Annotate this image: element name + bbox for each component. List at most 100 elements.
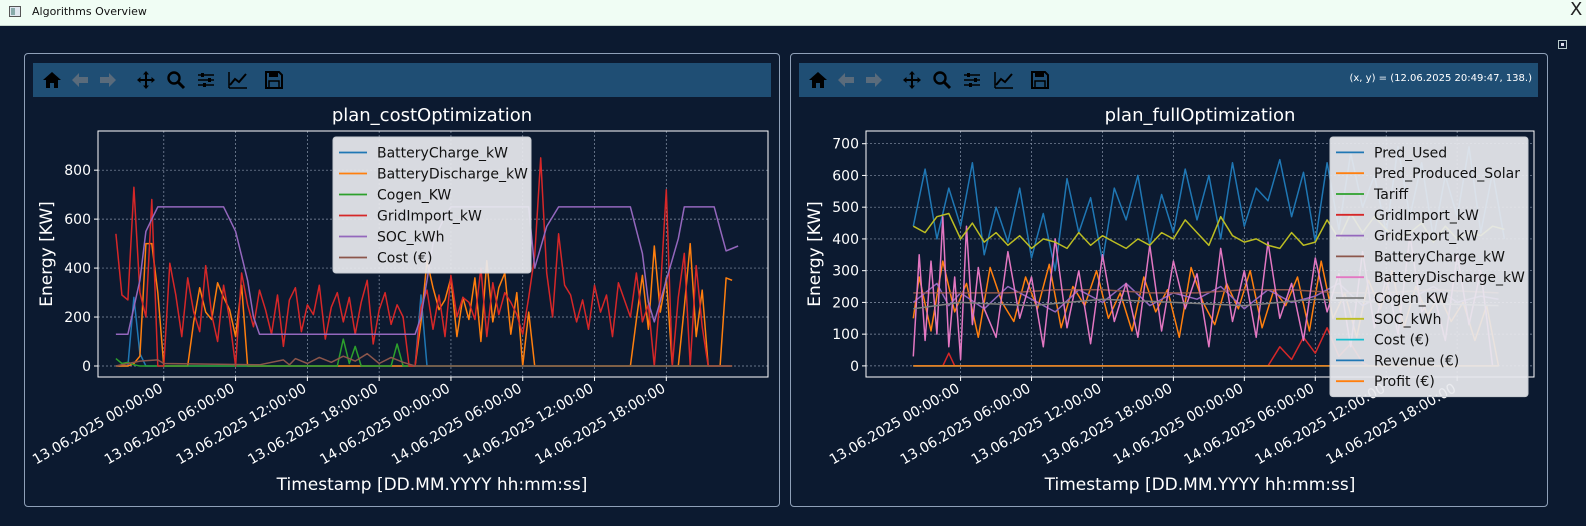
home-button[interactable] [807, 69, 829, 91]
pan-button[interactable] [901, 69, 923, 91]
edit-curves-button[interactable] [227, 69, 249, 91]
y-tick-label: 0 [82, 359, 91, 375]
pan-button[interactable] [135, 69, 157, 91]
subplots-config-button[interactable] [195, 69, 217, 91]
chart-title: plan_fullOptimization [1105, 105, 1296, 126]
x-tick-label: 13.06.2025 06:00:00 [898, 381, 1034, 469]
legend-label-gridexport-kw: GridExport_kW [1374, 229, 1478, 245]
legend-label-gridimport-kw: GridImport_kW [377, 209, 482, 225]
chart-title: plan_costOptimization [332, 105, 532, 126]
forward-arrow-icon [98, 70, 118, 90]
legend-label-pred-produced-solar: Pred_Produced_Solar [1374, 166, 1520, 182]
y-tick-label: 700 [832, 137, 859, 153]
y-tick-label: 500 [832, 200, 859, 216]
legend: Pred_Used Pred_Produced_Solar Tariff GridIm… [1329, 136, 1529, 398]
y-tick-label: 300 [832, 264, 859, 280]
y-tick-label: 400 [832, 232, 859, 248]
series-lines [115, 157, 739, 367]
home-button[interactable] [41, 69, 63, 91]
back-arrow-button[interactable] [69, 69, 91, 91]
save-button[interactable] [1029, 69, 1051, 91]
x-tick-label: 13.06.2025 06:00:00 [102, 381, 238, 469]
x-axis-label: Timestamp [DD.MM.YYYY hh:mm:ss] [1044, 475, 1356, 495]
legend-label-cost: Cost (€) [1374, 333, 1429, 349]
legend-label-tariff: Tariff [1373, 187, 1408, 203]
subplots-config-icon [196, 70, 216, 90]
close-button[interactable]: X [1570, 0, 1583, 20]
zoom-icon [932, 70, 952, 90]
x-tick-label: 13.06.2025 12:00:00 [969, 381, 1105, 469]
window-title: Algorithms Overview [32, 5, 147, 18]
zoom-icon [166, 70, 186, 90]
y-tick-label: 800 [64, 163, 91, 179]
y-tick-label: 400 [64, 261, 91, 277]
save-icon [1030, 70, 1050, 90]
scroll-handle[interactable] [1558, 40, 1567, 49]
forward-arrow-button[interactable] [863, 69, 885, 91]
legend-box [332, 136, 532, 274]
x-tick-label: 13.06.2025 00:00:00 [30, 381, 166, 469]
x-tick-label: 14.06.2025 12:00:00 [461, 381, 597, 469]
window-titlebar: Algorithms Overview X [0, 0, 1586, 26]
legend-label-revenue: Revenue (€) [1374, 353, 1459, 369]
y-tick-label: 100 [832, 327, 859, 343]
edit-curves-button[interactable] [993, 69, 1015, 91]
chart-full-optimization: 0 100 200 300 400 500 600 700 13.06.2025 00:00:0… [805, 105, 1535, 495]
back-arrow-icon [70, 70, 90, 90]
axes-frame [865, 130, 1535, 378]
subplots-config-button[interactable] [961, 69, 983, 91]
legend: BatteryCharge_kW BatteryDischarge_kW Cogen… [332, 136, 532, 274]
back-arrow-button[interactable] [835, 69, 857, 91]
y-tick-label: 600 [64, 212, 91, 228]
legend-label-pred-used: Pred_Used [1374, 145, 1447, 161]
plot-toolbar-right: (x, y) = (12.06.2025 20:49:47, 138.) [799, 63, 1538, 97]
x-axis-label: Timestamp [DD.MM.YYYY hh:mm:ss] [276, 475, 588, 495]
axes-frame [97, 130, 769, 378]
x-tick-label: 14.06.2025 18:00:00 [533, 381, 669, 469]
series-line-cogen-kw [115, 338, 733, 367]
legend-label-batterydischarge-kw: BatteryDischarge_kW [377, 167, 528, 183]
zoom-button[interactable] [931, 69, 953, 91]
x-tick-label: 13.06.2025 18:00:00 [1040, 381, 1176, 469]
chart-panel-full-optimization [790, 53, 1548, 507]
x-tick-label: 13.06.2025 12:00:00 [174, 381, 310, 469]
legend-label-cost: Cost (€) [377, 251, 432, 267]
x-tick-label: 14.06.2025 00:00:00 [317, 381, 453, 469]
plot-toolbar-left [33, 63, 771, 97]
x-tick-label: 14.06.2025 06:00:00 [1182, 381, 1318, 469]
edit-curves-icon [994, 70, 1014, 90]
save-icon [264, 70, 284, 90]
app-icon [9, 6, 21, 17]
legend-label-profit: Profit (€) [1374, 374, 1435, 390]
chart-panel-cost-optimization [24, 53, 780, 507]
legend-label-batterycharge-kw: BatteryCharge_kW [1374, 249, 1505, 265]
zoom-button[interactable] [165, 69, 187, 91]
home-icon [42, 70, 62, 90]
legend-label-soc-kwh: SOC_kWh [1374, 312, 1442, 328]
legend-label-soc-kwh: SOC_kWh [377, 230, 445, 246]
y-axis-label: Energy [KW] [37, 201, 57, 307]
back-arrow-icon [836, 70, 856, 90]
save-button[interactable] [263, 69, 285, 91]
pan-icon [902, 70, 922, 90]
y-tick-label: 0 [850, 359, 859, 375]
x-tick-label: 14.06.2025 00:00:00 [1111, 381, 1247, 469]
legend-label-cogen-kw: Cogen_KW [1374, 291, 1448, 307]
forward-arrow-button[interactable] [97, 69, 119, 91]
legend-label-batterydischarge-kw: BatteryDischarge_kW [1374, 270, 1525, 286]
subplots-config-icon [962, 70, 982, 90]
pan-icon [136, 70, 156, 90]
legend-label-batterycharge-kw: BatteryCharge_kW [377, 146, 508, 162]
x-tick-label: 13.06.2025 00:00:00 [827, 381, 963, 469]
legend-box [1329, 136, 1529, 398]
y-tick-label: 600 [832, 168, 859, 184]
legend-label-cogen-kw: Cogen_KW [377, 188, 451, 204]
forward-arrow-icon [864, 70, 884, 90]
edit-curves-icon [228, 70, 248, 90]
legend-label-gridimport-kw: GridImport_kW [1374, 208, 1479, 224]
home-icon [808, 70, 828, 90]
series-line-cost [115, 352, 733, 367]
x-tick-label: 13.06.2025 18:00:00 [245, 381, 381, 469]
